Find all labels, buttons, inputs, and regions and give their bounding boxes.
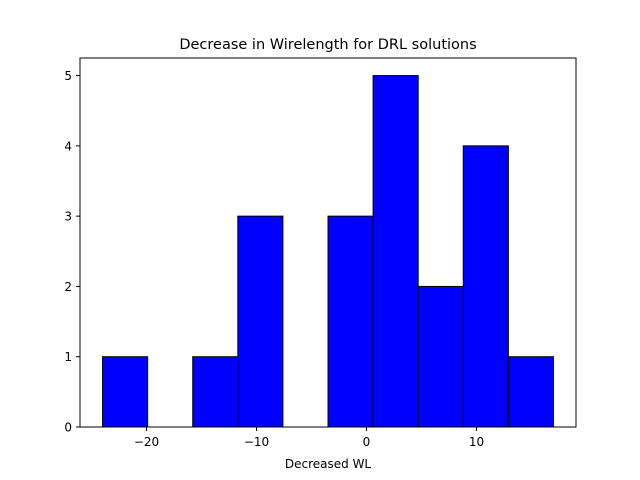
x-tick-label: −20 bbox=[134, 435, 159, 449]
x-tick-label: 0 bbox=[363, 435, 371, 449]
y-tick-label: 4 bbox=[64, 139, 72, 153]
y-tick-label: 3 bbox=[64, 210, 72, 224]
chart-title: Decrease in Wirelength for DRL solutions bbox=[179, 37, 476, 53]
histogram-bar bbox=[192, 356, 239, 428]
x-axis-ticks: −20 −10 0 10 bbox=[134, 427, 484, 449]
x-tick-label: −10 bbox=[244, 435, 269, 449]
y-tick-label: 1 bbox=[64, 350, 72, 364]
bars-group bbox=[102, 75, 554, 428]
y-tick-label: 0 bbox=[64, 421, 72, 435]
x-tick-label: 10 bbox=[469, 435, 484, 449]
histogram-bar bbox=[327, 215, 374, 428]
histogram-bar bbox=[102, 356, 149, 428]
y-axis-ticks: 0 1 2 3 4 5 bbox=[64, 69, 80, 435]
histogram-bar bbox=[237, 215, 284, 428]
y-tick-label: 5 bbox=[64, 69, 72, 83]
y-tick-label: 2 bbox=[64, 280, 72, 294]
x-axis-label: Decreased WL bbox=[285, 457, 372, 471]
histogram-bar bbox=[462, 145, 509, 428]
plot-frame bbox=[79, 57, 577, 428]
histogram-bar bbox=[372, 75, 419, 428]
histogram-bar bbox=[507, 356, 554, 428]
histogram-bar bbox=[417, 285, 464, 428]
